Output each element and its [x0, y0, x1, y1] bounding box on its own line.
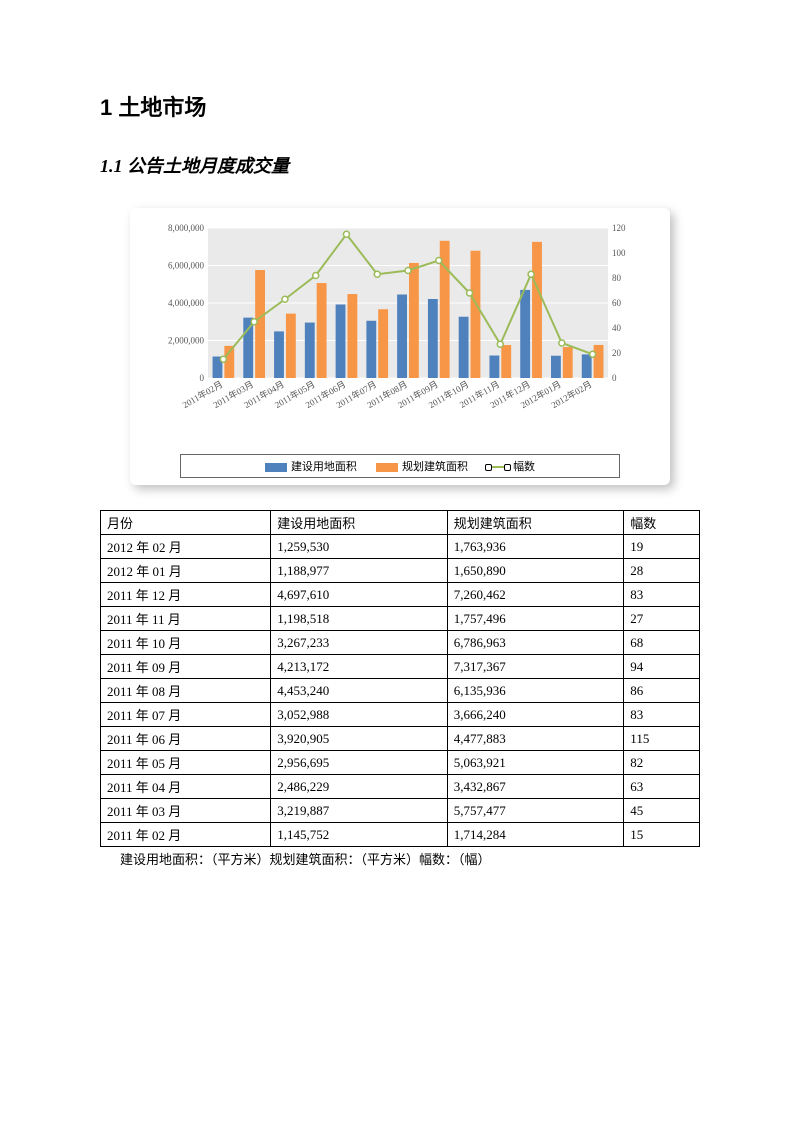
table-row: 2011 年 07 月3,052,9883,666,24083	[101, 703, 700, 727]
svg-text:8,000,000: 8,000,000	[168, 223, 205, 233]
table-row: 2011 年 09 月4,213,1727,317,36794	[101, 655, 700, 679]
legend-label-1: 规划建筑面积	[402, 461, 468, 473]
svg-text:80: 80	[612, 273, 622, 283]
table-row: 2011 年 04 月2,486,2293,432,86763	[101, 775, 700, 799]
svg-text:6,000,000: 6,000,000	[168, 261, 205, 271]
section-heading: 1 土地市场	[100, 90, 700, 122]
table-header: 建设用地面积	[271, 511, 448, 535]
table-row: 2011 年 05 月2,956,6955,063,92182	[101, 751, 700, 775]
table-header: 规划建筑面积	[447, 511, 624, 535]
svg-text:4,000,000: 4,000,000	[168, 298, 205, 308]
svg-text:120: 120	[612, 223, 626, 233]
legend-label-0: 建设用地面积	[291, 461, 357, 473]
svg-text:2,000,000: 2,000,000	[168, 336, 205, 346]
chart-legend: 建设用地面积 规划建筑面积 幅数	[180, 454, 620, 478]
table-row: 2011 年 02 月1,145,7521,714,28415	[101, 823, 700, 847]
svg-text:20: 20	[612, 348, 622, 358]
table-row: 2011 年 12 月4,697,6107,260,46283	[101, 583, 700, 607]
svg-text:100: 100	[612, 248, 626, 258]
chart-container: 0 2,000,000 4,000,000 6,000,000 8,000,000 0 20…	[130, 208, 670, 485]
combo-chart: 0 2,000,000 4,000,000 6,000,000 8,000,000 0 20…	[140, 218, 660, 448]
table-header: 月份	[101, 511, 271, 535]
svg-text:60: 60	[612, 298, 622, 308]
svg-text:0: 0	[612, 373, 617, 383]
table-row: 2012 年 01 月1,188,9771,650,89028	[101, 559, 700, 583]
subsection-heading: 1.1 公告土地月度成交量	[100, 152, 700, 178]
table-row: 2011 年 03 月3,219,8875,757,47745	[101, 799, 700, 823]
table-row: 2011 年 08 月4,453,2406,135,93686	[101, 679, 700, 703]
svg-text:0: 0	[200, 373, 205, 383]
table-row: 2012 年 02 月1,259,5301,763,93619	[101, 535, 700, 559]
data-table: 月份建设用地面积规划建筑面积幅数 2012 年 02 月1,259,5301,7…	[100, 510, 700, 847]
table-header: 幅数	[624, 511, 700, 535]
footnote: 建设用地面积：（平方米）规划建筑面积：（平方米）幅数：（幅）	[100, 849, 700, 868]
table-row: 2011 年 10 月3,267,2336,786,96368	[101, 631, 700, 655]
legend-label-2: 幅数	[513, 461, 535, 473]
table-row: 2011 年 06 月3,920,9054,477,883115	[101, 727, 700, 751]
table-row: 2011 年 11 月1,198,5181,757,49627	[101, 607, 700, 631]
svg-text:40: 40	[612, 323, 622, 333]
